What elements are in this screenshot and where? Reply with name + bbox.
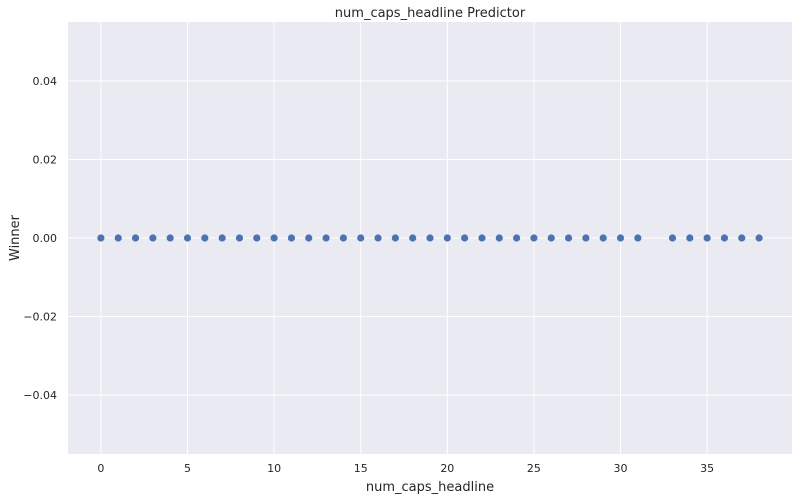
data-point [616, 234, 625, 242]
x-tick-label: 20 [440, 462, 454, 475]
data-point [253, 234, 261, 242]
data-point [166, 234, 174, 242]
data-point [183, 234, 192, 242]
data-point [530, 234, 538, 242]
data-point [235, 234, 244, 242]
data-point [287, 234, 296, 242]
x-tick-label: 5 [184, 462, 191, 475]
data-point [201, 234, 209, 242]
x-tick-label: 30 [614, 462, 628, 475]
data-point [582, 234, 590, 242]
data-point [755, 234, 763, 242]
x-axis-ticks: 0 5 10 15 20 25 30 35 [97, 462, 714, 475]
data-point [149, 234, 157, 242]
data-point [513, 234, 521, 242]
data-point [478, 234, 486, 242]
x-tick-label: 10 [267, 462, 281, 475]
data-point [461, 234, 469, 242]
x-tick-label: 15 [354, 462, 368, 475]
data-point [409, 234, 417, 242]
x-tick-label: 0 [97, 462, 104, 475]
data-point [322, 234, 330, 242]
data-point [495, 234, 503, 242]
data-point [686, 234, 694, 242]
data-point [114, 234, 122, 242]
data-point [599, 234, 607, 242]
data-point [564, 234, 573, 242]
x-tick-label: 35 [700, 462, 714, 475]
y-tick-label: 0.02 [33, 153, 58, 166]
data-point [547, 234, 555, 242]
data-point [668, 234, 677, 242]
data-point [634, 234, 642, 242]
x-axis-title: num_caps_headline [366, 480, 494, 495]
y-tick-label: 0.00 [33, 232, 58, 245]
data-points [97, 234, 763, 242]
data-point [391, 234, 399, 242]
data-point [374, 234, 382, 242]
y-tick-label: −0.02 [23, 311, 57, 324]
data-point [305, 234, 313, 242]
y-axis-title: Winner [8, 214, 23, 261]
data-point [443, 234, 451, 242]
data-point [97, 234, 105, 242]
data-point [720, 234, 729, 242]
y-tick-label: 0.04 [33, 75, 58, 88]
data-point [218, 234, 226, 242]
data-point [270, 234, 278, 242]
chart-title: num_caps_headline Predictor [335, 6, 526, 21]
data-point [357, 234, 365, 242]
data-point [131, 234, 140, 242]
y-tick-label: −0.04 [23, 389, 57, 402]
data-point [426, 234, 434, 242]
x-tick-label: 25 [527, 462, 541, 475]
y-axis-ticks: 0.04 0.02 0.00 −0.02 −0.04 [23, 75, 57, 402]
data-point [703, 234, 711, 242]
data-point [738, 234, 746, 242]
data-point [339, 234, 347, 242]
